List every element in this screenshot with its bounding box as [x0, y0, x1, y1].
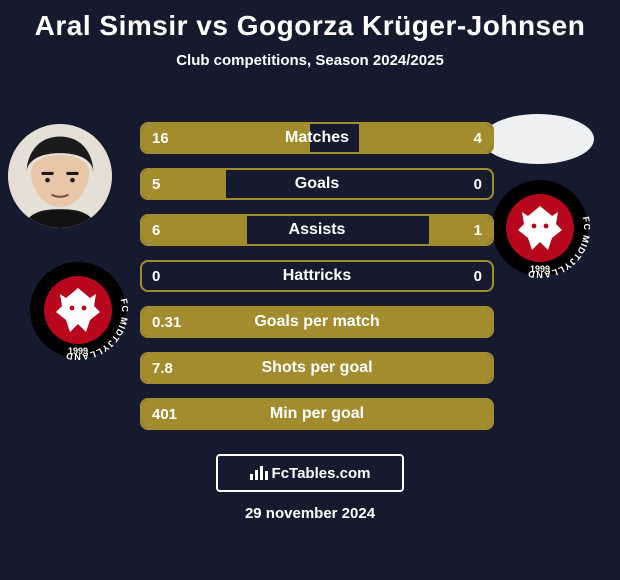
stat-value-left: 7.8: [142, 360, 202, 377]
stat-label: Min per goal: [202, 405, 432, 423]
stat-value-left: 5: [142, 176, 202, 193]
stat-value-right: 0: [432, 176, 492, 193]
stat-label: Goals per match: [202, 313, 432, 331]
stat-label: Assists: [202, 221, 432, 239]
page-title: Aral Simsir vs Gogorza Krüger-Johnsen: [0, 0, 620, 42]
badge-year-right: 1999: [530, 264, 550, 274]
player-photo-left: [8, 124, 112, 228]
club-badge-left: FC MIDTJYLLAND 1999: [28, 260, 128, 360]
stat-label: Shots per goal: [202, 359, 432, 377]
club-badge-right: FC MIDTJYLLAND 1999: [490, 178, 590, 278]
stat-row: 7.8Shots per goal: [140, 352, 494, 384]
stat-value-right: 0: [432, 268, 492, 285]
bars-icon: [250, 466, 268, 480]
stat-value-left: 16: [142, 130, 202, 147]
stat-label: Hattricks: [202, 267, 432, 285]
stat-value-right: 4: [432, 130, 492, 147]
player-photo-right: [482, 114, 594, 164]
brand-link[interactable]: FcTables.com: [216, 454, 404, 492]
stat-label: Matches: [202, 129, 432, 147]
stat-row: 5Goals0: [140, 168, 494, 200]
stat-value-left: 0: [142, 268, 202, 285]
stat-row: 6Assists1: [140, 214, 494, 246]
stat-value-right: 1: [432, 222, 492, 239]
brand-label: FcTables.com: [272, 465, 371, 482]
stat-value-left: 6: [142, 222, 202, 239]
stats-panel: 16Matches45Goals06Assists10Hattricks00.3…: [140, 122, 494, 444]
stat-value-left: 401: [142, 406, 202, 423]
date-label: 29 november 2024: [0, 505, 620, 522]
stat-row: 0Hattricks0: [140, 260, 494, 292]
stat-label: Goals: [202, 175, 432, 193]
stat-row: 16Matches4: [140, 122, 494, 154]
subtitle: Club competitions, Season 2024/2025: [0, 52, 620, 69]
stat-row: 401Min per goal: [140, 398, 494, 430]
stat-row: 0.31Goals per match: [140, 306, 494, 338]
stat-value-left: 0.31: [142, 314, 202, 331]
badge-year-left: 1999: [68, 346, 88, 356]
